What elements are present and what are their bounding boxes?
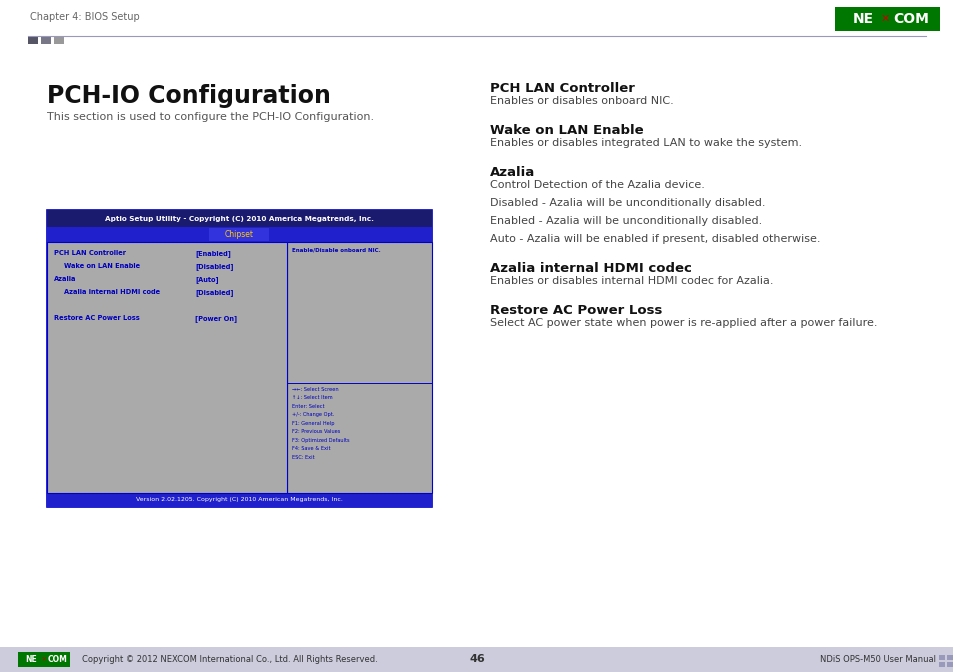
Text: PCH-IO Configuration: PCH-IO Configuration: [47, 84, 331, 108]
Text: Copyright © 2012 NEXCOM International Co., Ltd. All Rights Reserved.: Copyright © 2012 NEXCOM International Co…: [82, 655, 377, 664]
Bar: [946, 662, 952, 667]
Bar: [41, 37, 51, 44]
Text: NE: NE: [25, 655, 37, 664]
Text: →←: Select Screen: →←: Select Screen: [292, 386, 338, 392]
Bar: [938, 655, 944, 660]
FancyBboxPatch shape: [47, 210, 432, 507]
Text: Azalia: Azalia: [490, 166, 535, 179]
Text: F1: General Help: F1: General Help: [292, 421, 335, 425]
FancyBboxPatch shape: [18, 652, 70, 667]
Text: ✕: ✕: [42, 657, 47, 662]
Text: F2: Previous Values: F2: Previous Values: [292, 429, 340, 434]
Text: Azalia internal HDMI code: Azalia internal HDMI code: [64, 289, 160, 295]
FancyBboxPatch shape: [210, 228, 269, 241]
Text: Wake on LAN Enable: Wake on LAN Enable: [64, 263, 140, 269]
Text: [Enabled]: [Enabled]: [194, 250, 231, 257]
Text: ESC: Exit: ESC: Exit: [292, 454, 314, 460]
Text: Select AC power state when power is re-applied after a power failure.: Select AC power state when power is re-a…: [490, 318, 877, 328]
Text: Enable/Disable onboard NIC.: Enable/Disable onboard NIC.: [292, 247, 380, 252]
Text: Restore AC Power Loss: Restore AC Power Loss: [490, 304, 661, 317]
Text: [Auto]: [Auto]: [194, 276, 218, 283]
Text: Enabled - Azalia will be unconditionally disabled.: Enabled - Azalia will be unconditionally…: [490, 216, 761, 226]
Text: Chapter 4: BIOS Setup: Chapter 4: BIOS Setup: [30, 12, 139, 22]
Text: Enables or disables integrated LAN to wake the system.: Enables or disables integrated LAN to wa…: [490, 138, 801, 148]
Text: Azalia internal HDMI codec: Azalia internal HDMI codec: [490, 262, 691, 275]
FancyBboxPatch shape: [834, 7, 939, 31]
Text: Auto - Azalia will be enabled if present, disabled otherwise.: Auto - Azalia will be enabled if present…: [490, 234, 820, 244]
Text: This section is used to configure the PCH-IO Configuration.: This section is used to configure the PC…: [47, 112, 374, 122]
Text: Enables or disables internal HDMI codec for Azalia.: Enables or disables internal HDMI codec …: [490, 276, 773, 286]
Text: NDiS OPS-M50 User Manual: NDiS OPS-M50 User Manual: [820, 655, 935, 664]
Text: Wake on LAN Enable: Wake on LAN Enable: [490, 124, 643, 137]
Text: Version 2.02.1205. Copyright (C) 2010 American Megatrends, Inc.: Version 2.02.1205. Copyright (C) 2010 Am…: [136, 497, 342, 503]
Text: Enables or disables onboard NIC.: Enables or disables onboard NIC.: [490, 96, 673, 106]
Text: COM: COM: [892, 12, 928, 26]
Bar: [28, 37, 38, 44]
Text: Azalia: Azalia: [54, 276, 76, 282]
Text: [Disabled]: [Disabled]: [194, 263, 233, 270]
Text: COM: COM: [48, 655, 68, 664]
FancyBboxPatch shape: [0, 647, 953, 672]
Text: Control Detection of the Azalia device.: Control Detection of the Azalia device.: [490, 180, 704, 190]
FancyBboxPatch shape: [47, 227, 432, 242]
Text: +/-: Change Opt.: +/-: Change Opt.: [292, 412, 334, 417]
Bar: [54, 37, 64, 44]
Text: [Disabled]: [Disabled]: [194, 289, 233, 296]
FancyBboxPatch shape: [47, 493, 432, 507]
Text: PCH LAN Controller: PCH LAN Controller: [54, 250, 126, 256]
Text: PCH LAN Controller: PCH LAN Controller: [490, 82, 634, 95]
Text: [Power On]: [Power On]: [194, 315, 237, 322]
Text: ✕: ✕: [880, 14, 889, 24]
Text: F3: Optimized Defaults: F3: Optimized Defaults: [292, 437, 349, 443]
Text: ↑↓: Select Item: ↑↓: Select Item: [292, 395, 333, 400]
Text: Chipset: Chipset: [225, 230, 253, 239]
Bar: [946, 655, 952, 660]
Text: Restore AC Power Loss: Restore AC Power Loss: [54, 315, 139, 321]
FancyBboxPatch shape: [287, 242, 432, 493]
FancyBboxPatch shape: [47, 210, 432, 227]
Bar: [938, 662, 944, 667]
Text: F4: Save & Exit: F4: Save & Exit: [292, 446, 330, 451]
Text: Aptio Setup Utility - Copyright (C) 2010 America Megatrends, Inc.: Aptio Setup Utility - Copyright (C) 2010…: [105, 216, 374, 222]
Text: Disabled - Azalia will be unconditionally disabled.: Disabled - Azalia will be unconditionall…: [490, 198, 764, 208]
FancyBboxPatch shape: [47, 242, 287, 493]
Text: 46: 46: [469, 655, 484, 665]
Text: NE: NE: [852, 12, 873, 26]
Text: Enter: Select: Enter: Select: [292, 404, 324, 409]
